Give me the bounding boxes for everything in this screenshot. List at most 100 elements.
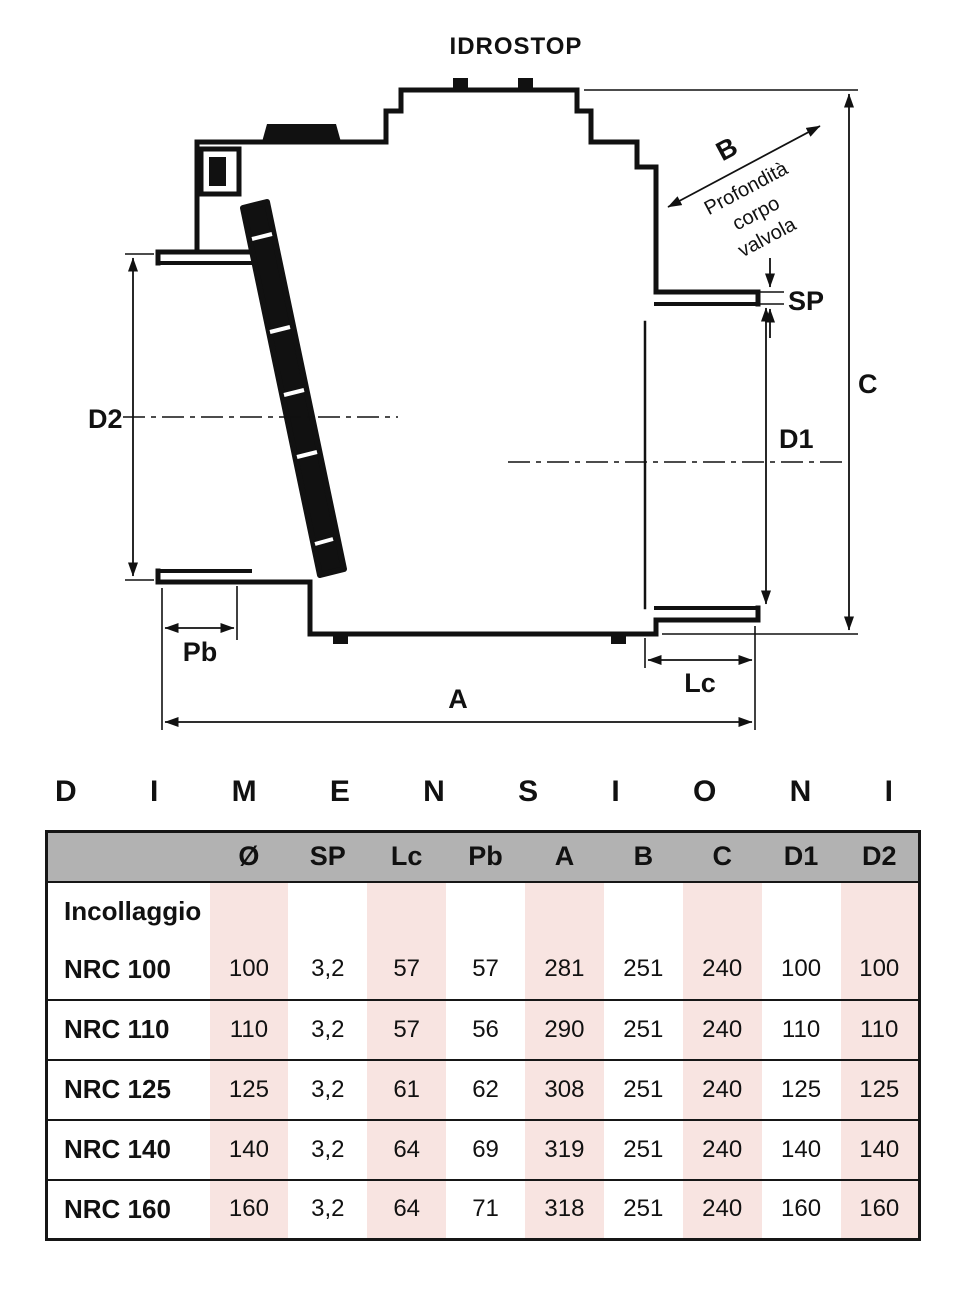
title-letter: E: [329, 775, 350, 808]
empty-cell: [682, 881, 762, 940]
empty-cell: [604, 882, 683, 940]
value-cell: 57: [367, 999, 447, 1061]
value-cell: 71: [446, 1179, 525, 1241]
model-cell: NRC 160: [46, 1179, 210, 1241]
header-b: B: [603, 831, 683, 883]
header-pb: Pb: [446, 831, 525, 883]
table-group-row: Incollaggio: [47, 881, 920, 940]
title-letter: N: [423, 775, 445, 808]
table-row: NRC 125 125 3,2 61 62 308 251 240 125 12…: [46, 1059, 920, 1121]
value-cell: 160: [761, 1179, 841, 1241]
valve-hinge: [198, 146, 242, 197]
value-cell: 251: [603, 999, 683, 1061]
empty-cell: [288, 882, 367, 940]
empty-cell: [840, 881, 920, 940]
value-cell: 251: [603, 1179, 683, 1241]
title-letter: M: [231, 775, 257, 808]
header-d2: D2: [840, 831, 920, 883]
value-cell: 281: [525, 939, 604, 1001]
value-cell: 62: [446, 1059, 525, 1121]
model-cell: NRC 125: [46, 1059, 210, 1121]
table-row: NRC 140 140 3,2 64 69 319 251 240 140 14…: [46, 1119, 920, 1181]
model-cell: NRC 110: [46, 999, 210, 1061]
label-a: A: [448, 684, 468, 714]
value-cell: 110: [209, 999, 289, 1061]
label-c: C: [858, 369, 878, 399]
title-letter: D: [55, 775, 77, 808]
value-cell: 125: [840, 1059, 920, 1121]
value-cell: 251: [603, 1059, 683, 1121]
valve-foot-right: [611, 634, 626, 644]
label-d2: D2: [88, 404, 123, 434]
valve-drawing-area: IDROSTOP: [88, 33, 878, 730]
value-cell: 56: [446, 999, 525, 1061]
header-sp: SP: [288, 831, 368, 883]
value-cell: 100: [761, 939, 841, 1001]
empty-cell: [209, 881, 289, 940]
value-cell: 240: [682, 939, 762, 1001]
value-cell: 100: [209, 939, 289, 1001]
drawing-title: IDROSTOP: [450, 33, 583, 60]
dim-line-b: [667, 125, 821, 208]
value-cell: 160: [840, 1179, 920, 1241]
value-cell: 160: [209, 1179, 289, 1241]
valve-cap: [383, 87, 594, 145]
valve-body-outline: [155, 87, 761, 637]
header-d1: D1: [761, 831, 841, 883]
title-letter: I: [884, 775, 893, 808]
table-row: NRC 100 100 3,2 57 57 281 251 240 100 10…: [46, 939, 920, 1001]
model-cell: NRC 100: [46, 939, 210, 1001]
cap-tab-left: [453, 78, 468, 90]
label-lc: Lc: [684, 668, 716, 698]
value-cell: 140: [761, 1119, 841, 1181]
table-header-row: Ø SP Lc Pb A B C D1 D2: [46, 831, 920, 883]
value-cell: 110: [840, 999, 920, 1061]
dimension-lines: [128, 93, 854, 727]
valve-flapper: [240, 199, 347, 578]
value-cell: 100: [840, 939, 920, 1001]
valve-foot-left: [333, 634, 348, 644]
empty-cell: [525, 881, 604, 940]
value-cell: 308: [525, 1059, 604, 1121]
value-cell: 3,2: [288, 939, 368, 1001]
value-cell: 318: [525, 1179, 604, 1241]
centerlines: [123, 416, 848, 463]
value-cell: 64: [367, 1179, 447, 1241]
value-cell: 64: [367, 1119, 447, 1181]
value-cell: 125: [761, 1059, 841, 1121]
value-cell: 140: [209, 1119, 289, 1181]
header-model: [46, 831, 210, 883]
valve-lug: [262, 124, 341, 142]
valve-technical-drawing: IDROSTOP: [88, 33, 878, 730]
title-letter: I: [611, 775, 620, 808]
title-letter: S: [518, 775, 539, 808]
title-letter: N: [789, 775, 812, 808]
label-pb: Pb: [183, 637, 218, 667]
value-cell: 240: [682, 1059, 762, 1121]
value-cell: 110: [761, 999, 841, 1061]
value-cell: 251: [603, 1119, 683, 1181]
value-cell: 57: [367, 939, 447, 1001]
table-row: NRC 110 110 3,2 57 56 290 251 240 110 11…: [46, 999, 920, 1061]
value-cell: 61: [367, 1059, 447, 1121]
value-cell: 240: [682, 1179, 762, 1241]
cap-tab-right: [518, 78, 533, 90]
section-title-dimensioni: D I M E N S I O N I: [55, 775, 893, 809]
header-a: A: [525, 831, 604, 883]
title-letter: I: [149, 775, 159, 808]
empty-cell: [446, 882, 525, 940]
value-cell: 125: [209, 1059, 289, 1121]
value-cell: 3,2: [288, 1179, 368, 1241]
extension-lines: [125, 89, 858, 730]
value-cell: 57: [446, 939, 525, 1001]
label-b: B: [711, 131, 742, 167]
title-letter: O: [693, 775, 717, 808]
dimensions-table: Ø SP Lc Pb A B C D1 D2 Incollaggio: [45, 830, 921, 1241]
label-sp: SP: [788, 286, 824, 316]
value-cell: 3,2: [288, 999, 368, 1061]
empty-cell: [367, 881, 447, 940]
value-cell: 240: [682, 999, 762, 1061]
value-cell: 240: [682, 1119, 762, 1181]
value-cell: 3,2: [288, 1119, 368, 1181]
